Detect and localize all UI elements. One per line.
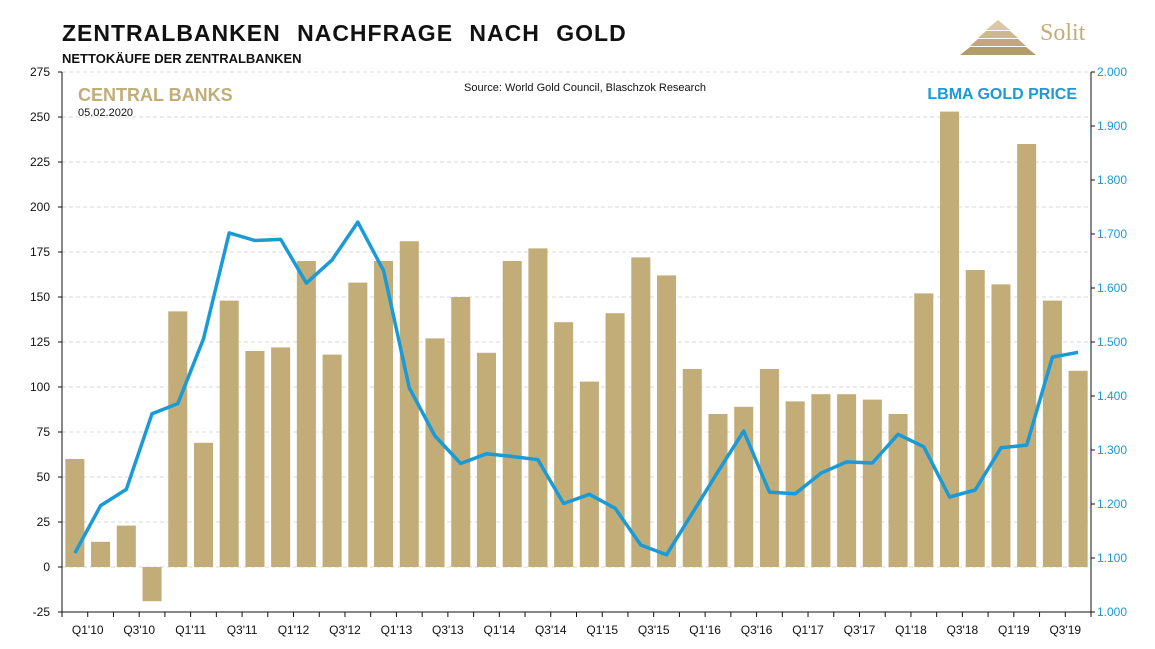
bar [219, 300, 239, 567]
x-tick-label: Q3'16 [741, 623, 773, 637]
x-tick-label: Q3'17 [844, 623, 876, 637]
left-tick-label: 275 [30, 65, 50, 79]
chart-subtitle: NETTOKÄUFE DER ZENTRALBANKEN [62, 51, 302, 66]
left-tick-label: -25 [33, 605, 51, 619]
x-axis: Q1'10 Q3'10 Q1'11 Q3'11 Q1'12 Q3'12 Q1'13 Q3'13… [61, 612, 1092, 637]
right-tick-label: 1.800 [1097, 173, 1127, 187]
x-tick-label: Q3'15 [638, 623, 670, 637]
bar [528, 248, 548, 567]
left-tick-label: 150 [30, 290, 50, 304]
bar [605, 313, 625, 567]
bar [1017, 144, 1037, 567]
bar [322, 354, 342, 567]
bar [348, 282, 368, 567]
x-tick-label: Q3'13 [432, 623, 464, 637]
bar [759, 369, 779, 567]
bar [193, 442, 214, 567]
date-label: 05.02.2020 [78, 107, 133, 119]
left-tick-label: 250 [30, 110, 50, 124]
bar [476, 352, 496, 567]
bar [708, 414, 728, 567]
gold-price-line [73, 220, 1079, 557]
right-tick-label: 2.000 [1097, 65, 1127, 79]
bar [965, 270, 985, 567]
x-tick-label: Q3'18 [947, 623, 979, 637]
series-label-lbma-gold-price: LBMA GOLD PRICE [927, 86, 1077, 103]
bar [399, 241, 419, 567]
x-tick-label: Q3'11 [227, 623, 258, 637]
left-tick-label: 175 [30, 245, 50, 259]
x-tick-label: Q1'14 [483, 623, 515, 637]
bar [451, 297, 471, 567]
right-tick-label: 1.000 [1097, 605, 1127, 619]
right-tick-label: 1.300 [1097, 443, 1127, 457]
left-tick-label: 50 [37, 470, 51, 484]
bar-series [65, 111, 1088, 602]
bar [296, 261, 316, 567]
right-tick-label: 1.900 [1097, 119, 1127, 133]
bar [91, 541, 111, 567]
line-series [73, 220, 1079, 557]
x-tick-label: Q3'12 [329, 623, 361, 637]
bar [502, 261, 522, 567]
solit-logo-text: Solit [1040, 20, 1086, 46]
bar [837, 394, 857, 567]
x-tick-label: Q3'10 [123, 623, 155, 637]
bar [116, 525, 136, 567]
left-tick-label: 0 [43, 560, 50, 574]
right-tick-label: 1.100 [1097, 551, 1127, 565]
left-tick-label: 75 [37, 425, 51, 439]
x-tick-label: Q3'19 [1049, 623, 1081, 637]
x-tick-label: Q1'19 [998, 623, 1030, 637]
bar [991, 284, 1011, 567]
bar [65, 459, 85, 567]
left-tick-label: 100 [30, 380, 50, 394]
bar [862, 399, 882, 567]
bar [888, 414, 908, 567]
x-tick-label: Q1'15 [586, 623, 618, 637]
bar [631, 257, 651, 567]
right-tick-label: 1.200 [1097, 497, 1127, 511]
solit-pyramid-logo-icon [960, 20, 1036, 55]
x-tick-label: Q1'17 [792, 623, 824, 637]
bar [374, 261, 394, 567]
bar [168, 311, 188, 567]
x-tick-label: Q1'11 [175, 623, 206, 637]
bar [914, 293, 934, 567]
bar [245, 351, 265, 567]
bar [939, 111, 960, 567]
x-tick-label: Q1'13 [381, 623, 413, 637]
left-tick-label: 200 [30, 200, 50, 214]
bar [579, 381, 599, 567]
bar [554, 322, 574, 567]
x-tick-label: Q1'16 [689, 623, 721, 637]
x-tick-label: Q1'12 [278, 623, 310, 637]
bar [785, 401, 805, 567]
bar [657, 275, 677, 567]
bar [811, 394, 831, 567]
bar [271, 347, 291, 567]
series-label-central-banks: CENTRAL BANKS [78, 85, 233, 105]
x-tick-label: Q1'18 [895, 623, 927, 637]
right-tick-label: 1.700 [1097, 227, 1127, 241]
grid-lines [62, 71, 1091, 568]
left-tick-label: 125 [30, 335, 50, 349]
bar [1068, 370, 1088, 567]
source-label: Source: World Gold Council, Blaschzok Re… [464, 82, 706, 94]
right-axis: 2.000 1.900 1.800 1.700 1.600 1.500 1.400 1.300… [1091, 65, 1127, 619]
x-tick-label: Q3'14 [535, 623, 567, 637]
bar [682, 369, 702, 567]
right-tick-label: 1.400 [1097, 389, 1127, 403]
bar [1042, 300, 1062, 567]
right-tick-label: 1.500 [1097, 335, 1127, 349]
left-tick-label: 25 [37, 515, 51, 529]
bar [425, 338, 445, 567]
right-tick-label: 1.600 [1097, 281, 1127, 295]
left-tick-label: 225 [30, 155, 50, 169]
chart-title: ZENTRALBANKEN NACHFRAGE NACH GOLD [62, 20, 627, 46]
bar [142, 567, 162, 602]
x-tick-label: Q1'10 [72, 623, 104, 637]
